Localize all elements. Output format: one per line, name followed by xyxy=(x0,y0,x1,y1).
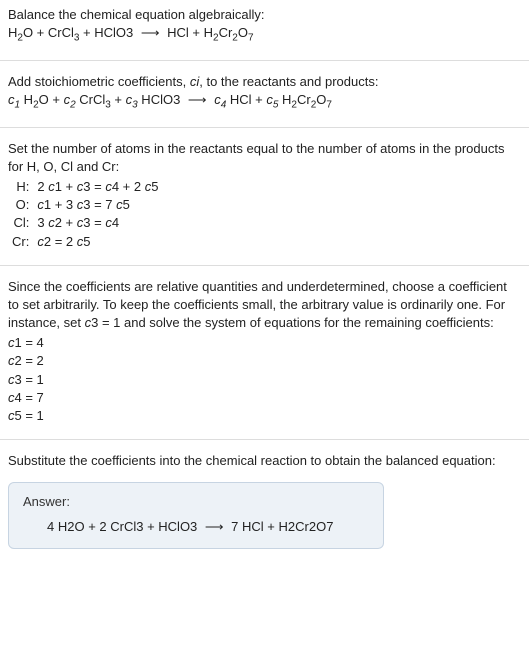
coefficient-value: c4 = 7 xyxy=(8,389,521,407)
step-5: Substitute the coefficients into the che… xyxy=(0,446,529,478)
balance-equation: 3 c2 + c3 = c4 xyxy=(33,214,162,232)
step1-title: Balance the chemical equation algebraica… xyxy=(8,6,521,24)
table-row: Cr:c2 = 2 c5 xyxy=(8,233,162,251)
step2-equation: c1 H2O + c2 CrCl3 + c3 HClO3 ⟶ c4 HCl + … xyxy=(8,91,521,113)
element-label: H: xyxy=(8,178,33,196)
atom-balance-table: H:2 c1 + c3 = c4 + 2 c5O:c1 + 3 c3 = 7 c… xyxy=(8,178,162,251)
step1-equation: H2O + CrCl3 + HClO3 ⟶ HCl + H2Cr2O7 xyxy=(8,24,521,46)
divider-2 xyxy=(0,127,529,128)
step-2: Add stoichiometric coefficients, ci, to … xyxy=(0,67,529,121)
balance-equation: c2 = 2 c5 xyxy=(33,233,162,251)
element-label: Cr: xyxy=(8,233,33,251)
coefficients-list: c1 = 4c2 = 2c3 = 1c4 = 7c5 = 1 xyxy=(8,334,521,425)
step-3: Set the number of atoms in the reactants… xyxy=(0,134,529,259)
balance-equation: c1 + 3 c3 = 7 c5 xyxy=(33,196,162,214)
answer-box: Answer: 4 H2O + 2 CrCl3 + HClO3 ⟶ 7 HCl … xyxy=(8,482,384,548)
divider-4 xyxy=(0,439,529,440)
coefficient-value: c3 = 1 xyxy=(8,371,521,389)
step2-text: Add stoichiometric coefficients, ci, to … xyxy=(8,73,521,91)
divider-1 xyxy=(0,60,529,61)
step5-para: Substitute the coefficients into the che… xyxy=(8,452,521,470)
coefficient-value: c1 = 4 xyxy=(8,334,521,352)
coefficient-value: c2 = 2 xyxy=(8,352,521,370)
table-row: O:c1 + 3 c3 = 7 c5 xyxy=(8,196,162,214)
step-4: Since the coefficients are relative quan… xyxy=(0,272,529,434)
balance-equation: 2 c1 + c3 = c4 + 2 c5 xyxy=(33,178,162,196)
answer-equation: 4 H2O + 2 CrCl3 + HClO3 ⟶ 7 HCl + H2Cr2O… xyxy=(23,518,369,536)
step3-intro: Set the number of atoms in the reactants… xyxy=(8,140,521,176)
table-row: Cl:3 c2 + c3 = c4 xyxy=(8,214,162,232)
answer-label: Answer: xyxy=(23,493,369,511)
element-label: Cl: xyxy=(8,214,33,232)
step-1: Balance the chemical equation algebraica… xyxy=(0,0,529,54)
table-row: H:2 c1 + c3 = c4 + 2 c5 xyxy=(8,178,162,196)
coefficient-value: c5 = 1 xyxy=(8,407,521,425)
step4-para: Since the coefficients are relative quan… xyxy=(8,278,521,333)
divider-3 xyxy=(0,265,529,266)
element-label: O: xyxy=(8,196,33,214)
